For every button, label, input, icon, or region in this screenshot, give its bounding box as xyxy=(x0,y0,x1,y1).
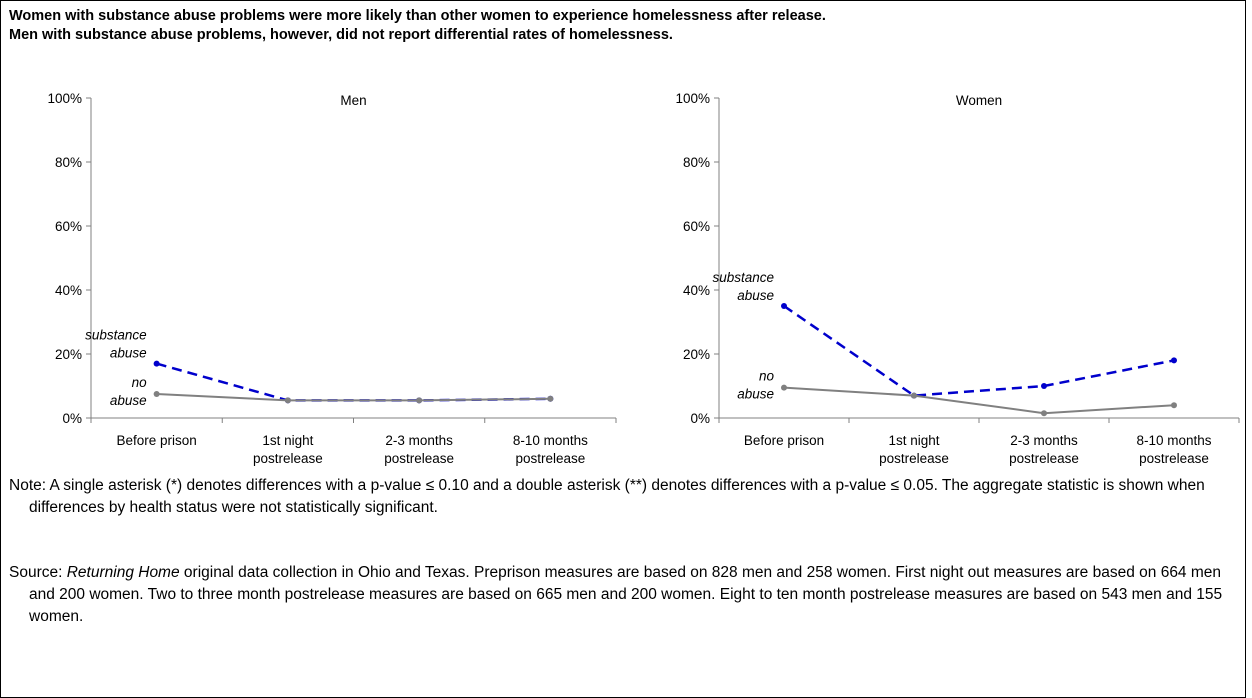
point xyxy=(1041,410,1047,417)
charts: Men 0% 20% 40% 60% 80% 100% Before prison 1st ni… xyxy=(47,91,1240,466)
series-line xyxy=(783,386,1175,415)
series-label: substance abuse xyxy=(85,328,147,361)
x-tick-label: 8-10 months postrelease xyxy=(513,433,588,466)
y-tick-label: 100% xyxy=(47,91,82,106)
series-label: substance abuse xyxy=(712,270,774,303)
note: Note: A single asterisk (*) denotes diff… xyxy=(9,477,1205,516)
series-line xyxy=(156,393,551,402)
point xyxy=(153,391,160,397)
point xyxy=(911,392,917,399)
point xyxy=(781,303,787,309)
title-line: Men with substance abuse problems, howev… xyxy=(9,27,673,43)
source: Source: Returning Home original data col… xyxy=(9,562,1237,628)
point xyxy=(781,384,787,391)
source-title: Returning Home xyxy=(66,564,180,581)
y-tick-label: 40% xyxy=(55,283,82,298)
y-tick-label: 20% xyxy=(683,347,710,362)
y-tick-label: 40% xyxy=(683,283,710,298)
x-tick-label: 1st night postrelease xyxy=(253,433,323,466)
point xyxy=(416,397,423,404)
series-label: no abuse xyxy=(737,369,774,402)
x-tick-label: 2-3 months postrelease xyxy=(1009,433,1079,466)
point xyxy=(1171,402,1177,409)
point xyxy=(1171,357,1177,364)
y-tick-label: 80% xyxy=(683,155,710,170)
title-line: Women with substance abuse problems were… xyxy=(9,8,826,24)
x-tick-label: Before prison xyxy=(116,433,196,448)
x-tick-label: 2-3 months postrelease xyxy=(384,433,454,466)
source-label: Source: xyxy=(9,564,63,581)
series-line xyxy=(156,362,551,402)
y-tick-label: 60% xyxy=(55,219,82,234)
x-tick-label: Before prison xyxy=(744,433,824,448)
y-tick-label: 20% xyxy=(55,347,82,362)
y-tick-label: 60% xyxy=(683,219,710,234)
figure-title: Women with substance abuse problems were… xyxy=(9,7,826,45)
point xyxy=(1041,383,1047,389)
x-tick-label: 8-10 months postrelease xyxy=(1136,433,1211,466)
series-label: no abuse xyxy=(110,375,147,408)
point xyxy=(284,397,291,404)
source-text: original data collection in Ohio and Tex… xyxy=(29,564,1223,625)
point xyxy=(547,395,554,402)
y-tick-label: 100% xyxy=(675,91,710,106)
chart-title: Men xyxy=(340,93,366,108)
y-tick-label: 80% xyxy=(55,155,82,170)
x-tick-label: 1st night postrelease xyxy=(879,433,949,466)
y-tick-label: 0% xyxy=(690,411,710,426)
series-line xyxy=(783,304,1175,397)
point xyxy=(153,360,160,367)
y-tick-label: 0% xyxy=(62,411,82,426)
chart-title: Women xyxy=(956,93,1002,108)
